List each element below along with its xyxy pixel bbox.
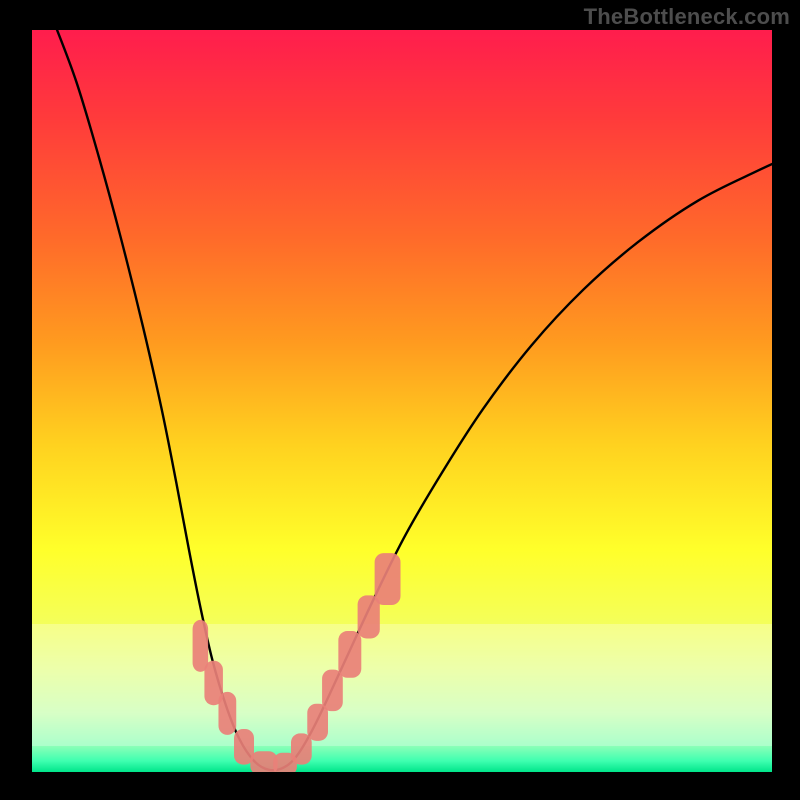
chart-container: TheBottleneck.com	[0, 0, 800, 800]
bottleneck-curve	[54, 23, 787, 771]
chart-svg	[0, 0, 800, 800]
highlight-cluster	[291, 733, 312, 764]
highlight-cluster	[322, 670, 343, 712]
highlight-cluster	[193, 620, 209, 672]
highlight-cluster	[375, 553, 401, 605]
highlight-cluster	[307, 704, 328, 741]
source-watermark: TheBottleneck.com	[584, 4, 790, 30]
highlight-cluster	[358, 595, 380, 638]
highlight-cluster	[338, 631, 361, 678]
highlight-cluster	[218, 692, 236, 735]
